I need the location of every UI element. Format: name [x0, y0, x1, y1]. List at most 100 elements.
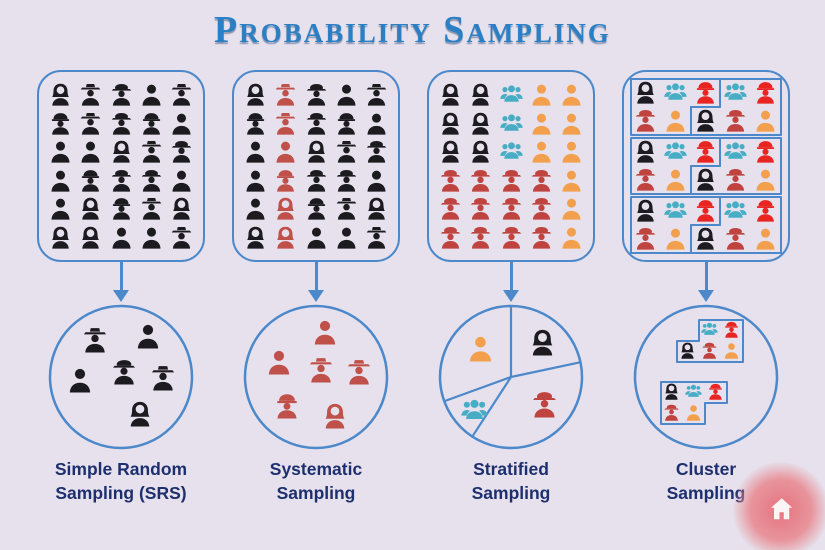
population-row	[244, 197, 388, 220]
person-icon	[562, 198, 581, 220]
population-cell	[79, 226, 102, 249]
person-icon	[268, 350, 290, 375]
woman-icon	[665, 383, 678, 400]
population-cell	[79, 140, 102, 163]
woman-icon	[368, 197, 385, 220]
population-cell	[500, 226, 523, 249]
person-icon	[469, 336, 492, 362]
population-cell	[335, 226, 358, 249]
person-icon	[142, 227, 161, 249]
hat-person-icon	[275, 112, 296, 135]
population-cell	[530, 83, 553, 107]
population-cell	[79, 197, 102, 220]
person-icon	[666, 228, 685, 250]
hat-person-icon	[80, 112, 101, 135]
population-cell	[49, 83, 72, 107]
people-group-icon	[664, 83, 687, 100]
population-cell	[469, 197, 492, 220]
hat-person-icon	[141, 141, 162, 163]
population-row	[439, 112, 583, 135]
sample-circle-systematic	[242, 303, 390, 451]
police-officer-icon	[111, 169, 131, 192]
population-cell	[530, 112, 553, 135]
hat-person-icon	[366, 84, 387, 107]
cluster-superrow	[630, 137, 782, 195]
woman-icon	[697, 227, 714, 250]
helmet-worker-icon	[696, 200, 715, 222]
population-cell	[500, 197, 523, 220]
person-icon	[137, 324, 159, 349]
police-officer-icon	[531, 226, 551, 249]
population-cell	[560, 112, 583, 135]
hat-person-icon	[309, 358, 333, 383]
woman-icon	[532, 329, 553, 356]
population-cell	[49, 169, 72, 192]
population-cell	[274, 140, 297, 163]
person-icon	[142, 85, 161, 107]
woman-icon	[82, 226, 100, 249]
woman-icon	[277, 226, 295, 249]
population-cell	[335, 112, 358, 135]
population-cell	[439, 197, 462, 220]
person-icon	[51, 198, 70, 220]
person-icon	[562, 85, 581, 107]
woman-icon	[472, 84, 490, 107]
hat-person-icon	[141, 198, 162, 220]
population-cell	[335, 140, 358, 163]
population-row	[244, 112, 388, 135]
sample-circle-svg	[633, 304, 779, 450]
method-label-line2: Sampling	[276, 482, 356, 503]
population-cell	[305, 112, 328, 135]
person-icon	[666, 110, 685, 132]
police-officer-icon	[501, 226, 521, 249]
woman-icon	[130, 401, 150, 427]
arrow-shaft	[704, 262, 708, 291]
woman-icon	[442, 84, 459, 107]
population-cell	[244, 140, 267, 163]
population-row	[244, 83, 388, 107]
population-row	[49, 197, 193, 220]
method-column-simple-random: Simple Random Sampling (SRS)	[37, 70, 205, 505]
population-cell	[365, 169, 388, 192]
helmet-worker-icon	[82, 169, 100, 192]
police-officer-icon	[531, 198, 551, 220]
population-row	[49, 140, 193, 163]
woman-icon	[247, 226, 264, 249]
helmet-worker-icon	[696, 141, 715, 163]
population-cell	[335, 169, 358, 192]
sample-circle-svg	[438, 304, 584, 450]
woman-icon	[82, 197, 100, 220]
population-cell	[560, 140, 583, 163]
population-cell	[140, 83, 163, 107]
population-cell	[244, 83, 267, 107]
population-cell	[140, 169, 163, 192]
woman-icon	[637, 140, 654, 163]
helmet-worker-icon	[709, 383, 722, 400]
cluster-superrow	[630, 78, 782, 136]
person-icon	[337, 227, 356, 249]
person-icon	[562, 141, 581, 163]
population-cell	[140, 226, 163, 249]
arrow-head	[503, 290, 519, 302]
person-icon	[69, 368, 91, 393]
population-cell	[170, 140, 193, 163]
arrow-down-icon	[698, 262, 714, 304]
population-row	[49, 112, 193, 135]
helmet-worker-icon	[337, 112, 355, 135]
police-officer-icon	[664, 404, 679, 421]
sample-circle-cluster	[632, 303, 780, 451]
person-icon	[172, 170, 191, 192]
people-group-icon	[499, 114, 523, 131]
method-label-line1: Systematic	[269, 459, 363, 479]
police-officer-icon	[113, 360, 135, 385]
police-officer-icon	[635, 227, 656, 250]
person-icon	[756, 228, 775, 250]
police-officer-icon	[440, 226, 461, 249]
police-officer-icon	[501, 198, 521, 220]
population-cell	[335, 197, 358, 220]
population-cell	[49, 197, 72, 220]
police-officer-icon	[533, 392, 556, 418]
method-label-systematic: Systematic Sampling	[270, 458, 362, 505]
population-cell	[530, 226, 553, 249]
person-icon	[314, 320, 336, 345]
